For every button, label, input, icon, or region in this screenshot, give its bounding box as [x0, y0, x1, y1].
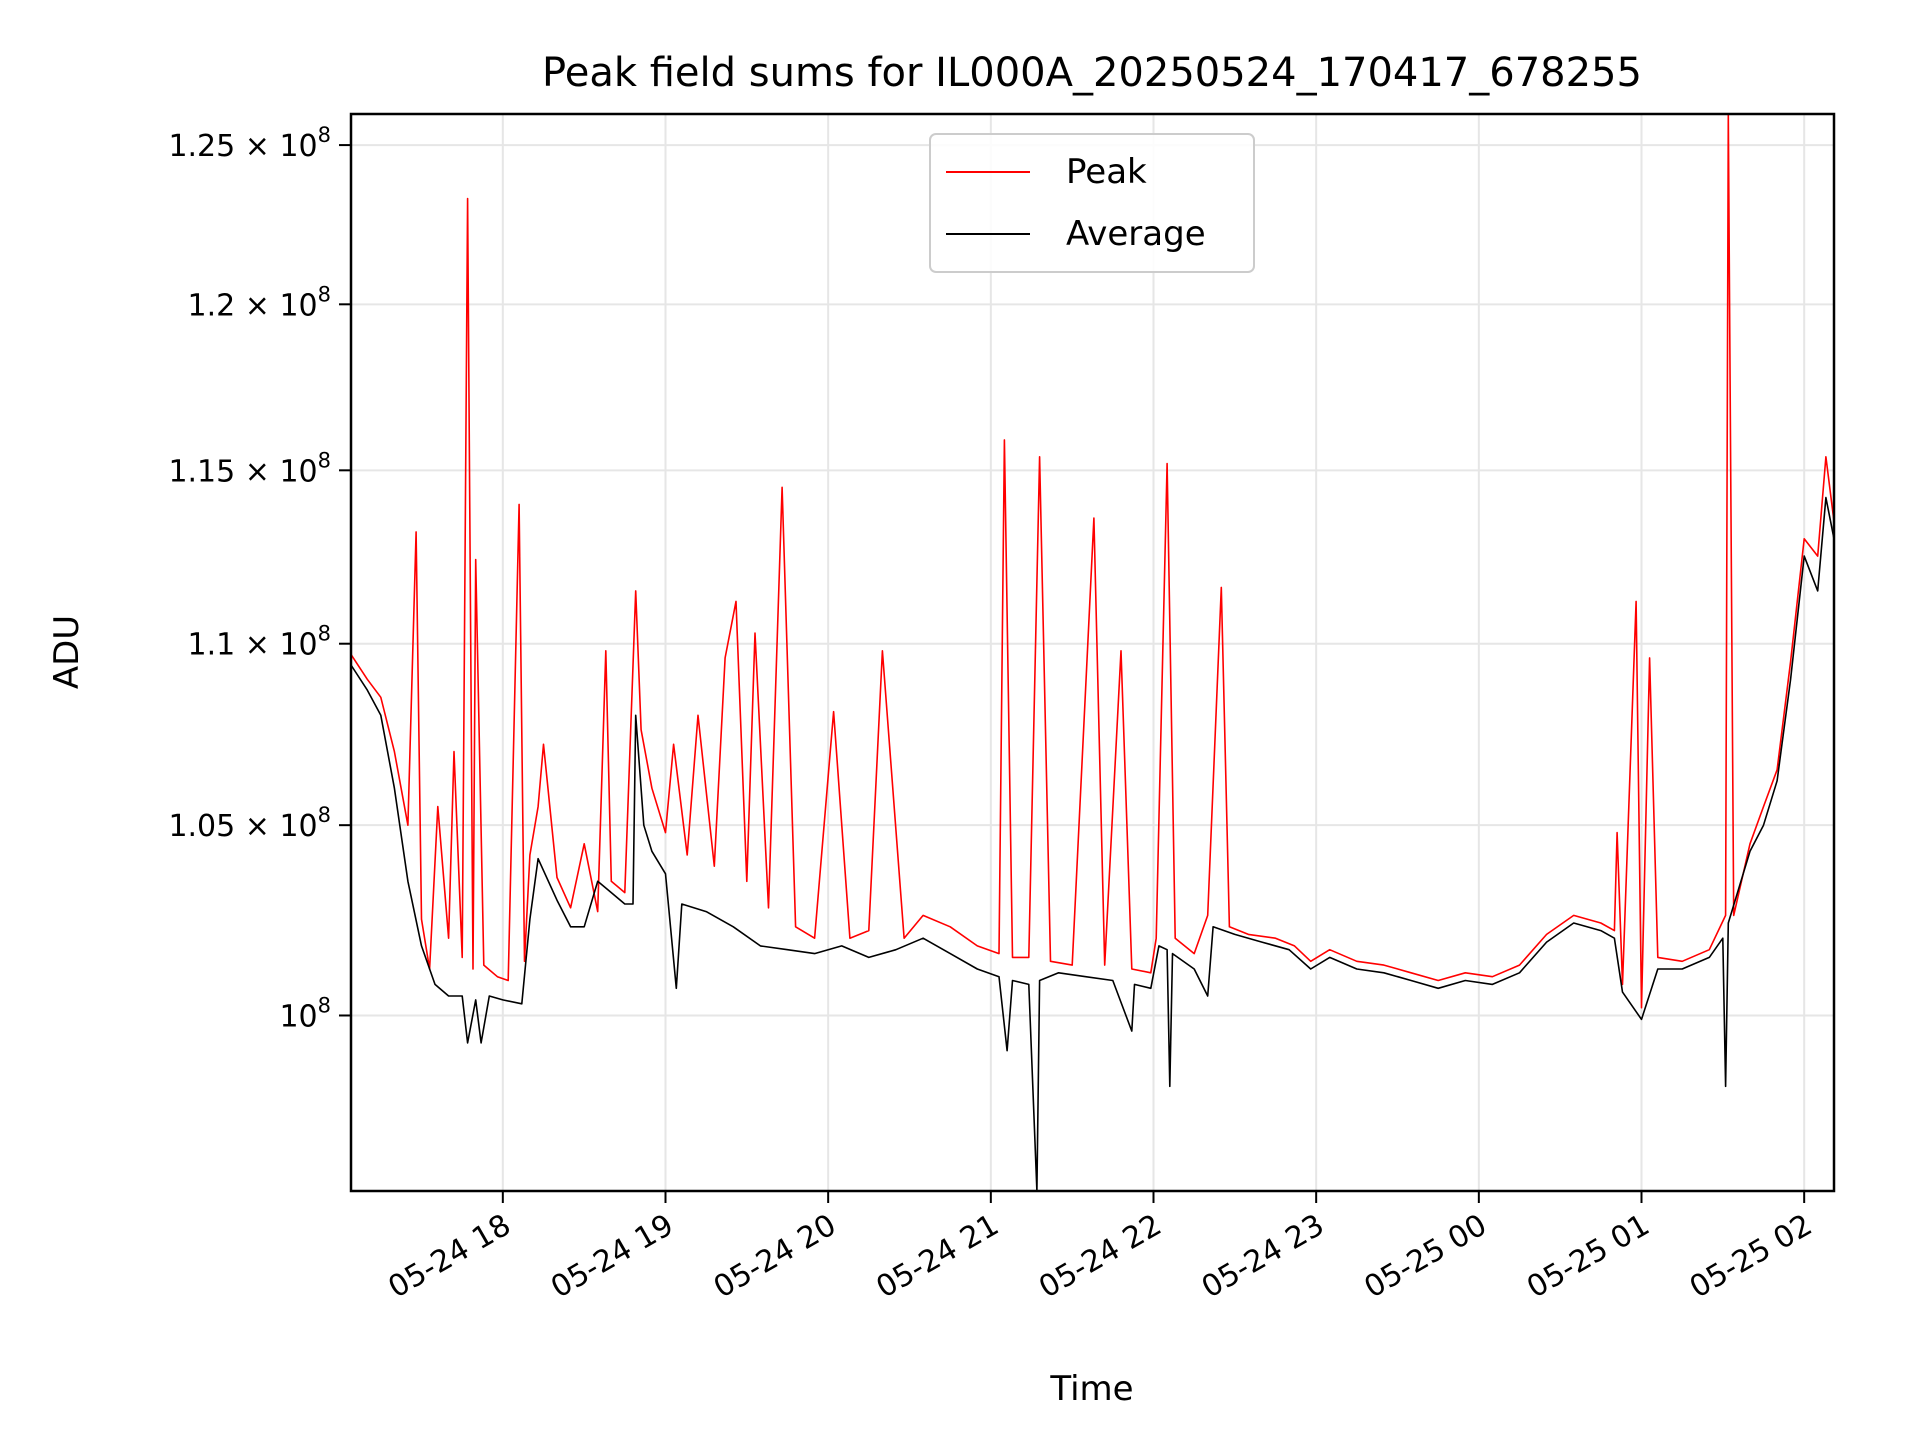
- grid: [351, 114, 1834, 1191]
- x-tick-label: 05-25 00: [1359, 1208, 1493, 1306]
- legend: Peak Average: [929, 133, 1255, 273]
- legend-label-peak: Peak: [1066, 152, 1147, 192]
- x-tick-label: 05-24 20: [708, 1208, 842, 1306]
- series-lines: [350, 113, 1835, 1192]
- x-tick-label: 05-24 23: [1196, 1208, 1330, 1306]
- x-axis-label: Time: [1049, 1369, 1133, 1409]
- x-tick-label: 05-25 02: [1684, 1208, 1818, 1306]
- y-tick-label: 108: [279, 993, 331, 1034]
- plot-area-frame: [349, 112, 1836, 1193]
- chart-title: Peak field sums for IL000A_20250524_1704…: [542, 50, 1642, 96]
- x-tick-label: 05-24 19: [545, 1208, 679, 1306]
- series-line-average: [350, 496, 1835, 1192]
- x-tick-label: 05-24 22: [1033, 1208, 1167, 1306]
- x-tick-label: 05-24 21: [871, 1208, 1005, 1306]
- y-tick-label: 1.25 × 108: [168, 123, 331, 164]
- y-axis-ticks: 108 1.05 × 108 1.1 × 108 1.15 × 108 1.2 × 10…: [168, 123, 351, 1034]
- series-line-peak: [350, 113, 1835, 1009]
- x-axis-ticks: 05-24 18 05-24 19 05-24 20 05-24 21 05-24 22…: [383, 1191, 1818, 1306]
- y-axis-label: ADU: [47, 615, 87, 689]
- x-tick-label: 05-24 18: [383, 1208, 517, 1306]
- y-tick-label: 1.05 × 108: [168, 803, 331, 844]
- legend-box: [929, 133, 1255, 273]
- y-tick-label: 1.15 × 108: [168, 448, 331, 489]
- y-tick-label: 1.2 × 108: [188, 282, 331, 323]
- x-tick-label: 05-25 01: [1521, 1208, 1655, 1306]
- y-tick-label: 1.1 × 108: [188, 622, 331, 663]
- legend-label-average: Average: [1066, 214, 1206, 254]
